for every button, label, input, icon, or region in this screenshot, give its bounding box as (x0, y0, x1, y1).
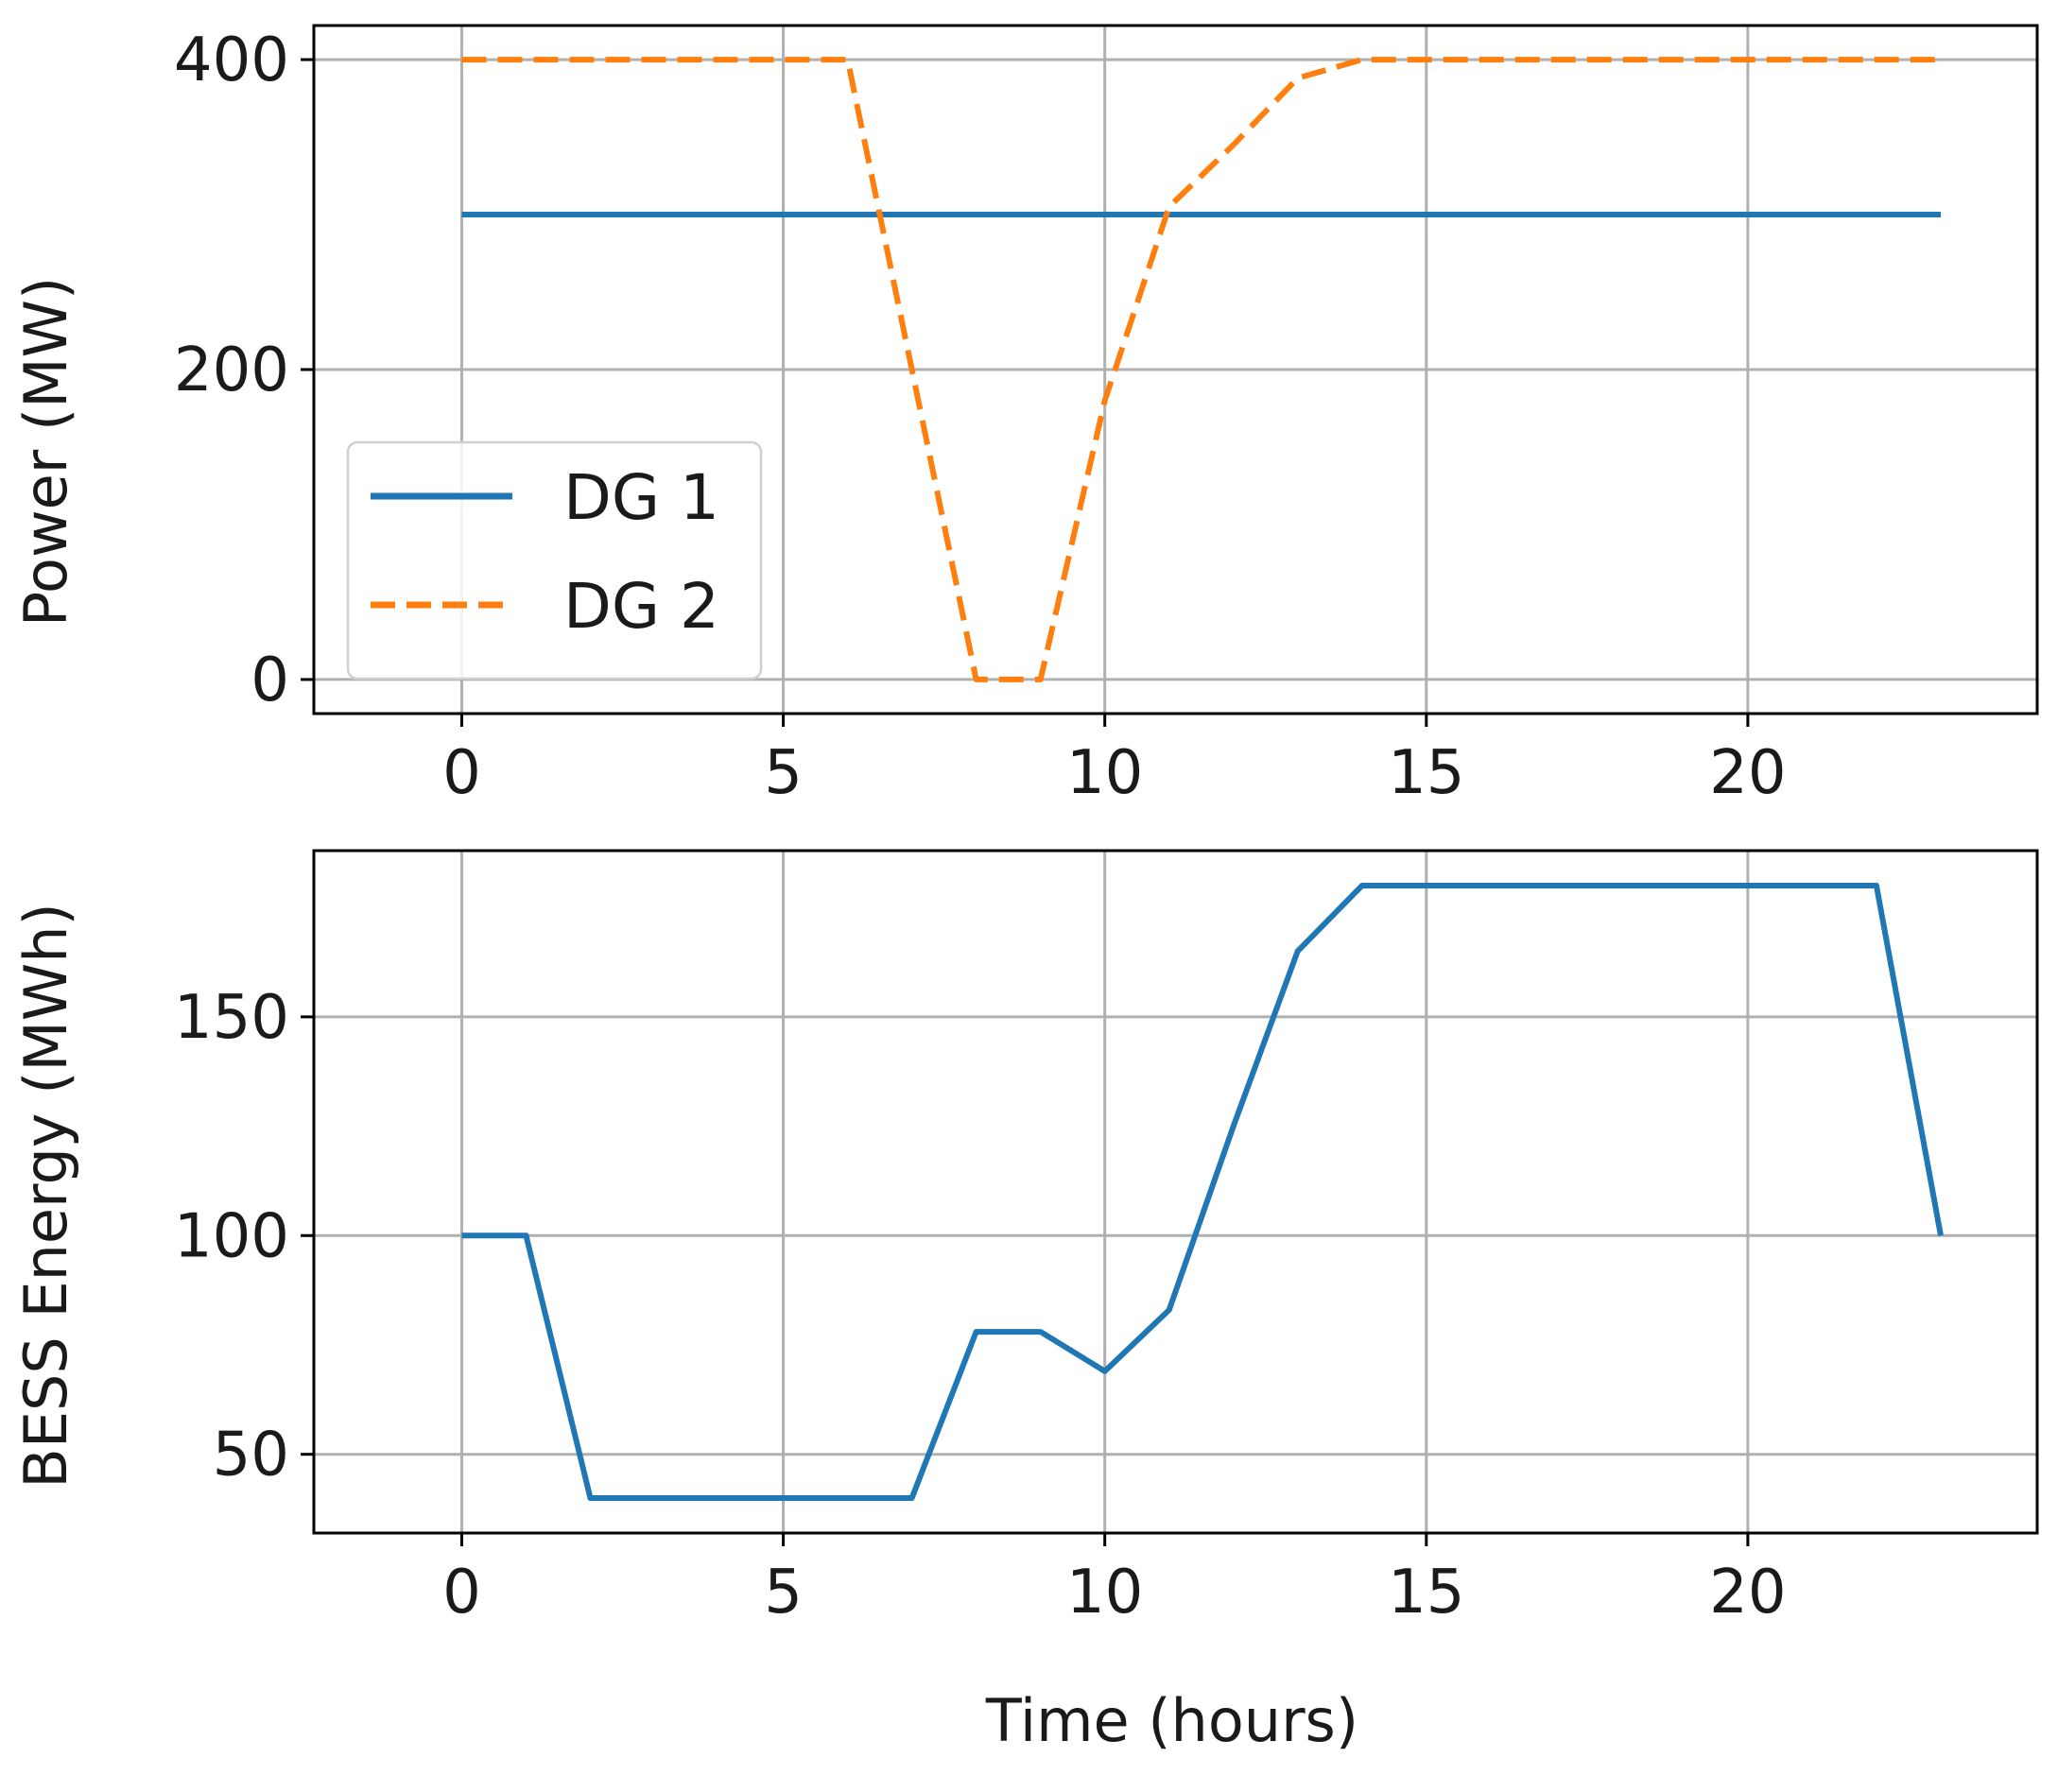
bess-y-tick-label: 150 (174, 983, 289, 1053)
bess-series (461, 883, 1944, 1501)
bess-y-tick-label: 100 (174, 1201, 289, 1271)
power-x-tick-label: 5 (764, 738, 803, 808)
power-x-tick-label: 10 (1066, 738, 1143, 808)
legend-label-dg2: DG 2 (563, 570, 719, 643)
bess-ticks: 0 5 10 15 20 50 100 150 (174, 983, 1787, 1628)
power-x-tick-label: 0 (442, 738, 481, 808)
power-legend: DG 1 DG 2 (346, 440, 763, 681)
power-y-tick-label: 400 (174, 26, 289, 95)
power-series-line-dg2 (461, 57, 1941, 682)
bess-grid (314, 851, 2037, 1533)
bess-y-axis-label: BESS Energy (MWh) (11, 903, 80, 1488)
legend-label-dg1: DG 1 (563, 461, 719, 534)
bess-x-tick-label: 0 (442, 1558, 481, 1628)
bess-series-line-1 (461, 883, 1944, 1501)
legend-box (346, 440, 763, 681)
bess-x-tick-label: 20 (1709, 1558, 1786, 1628)
bess-plot-frame (312, 849, 2039, 1535)
bess-y-tick-label: 50 (213, 1421, 289, 1490)
power-y-axis-label: Power (MW) (11, 277, 80, 627)
bess-energy-subplot: 0 5 10 15 20 50 100 150 BESS Energy (MWh) Time … (11, 849, 2039, 1755)
x-axis-label: Time (hours) (985, 1686, 1358, 1755)
bess-x-tick-label: 15 (1388, 1558, 1464, 1628)
power-y-tick-label: 0 (251, 646, 289, 715)
power-y-tick-label: 200 (174, 336, 289, 405)
power-x-tick-label: 20 (1709, 738, 1786, 808)
power-series (461, 57, 1941, 682)
bess-x-tick-label: 5 (764, 1558, 803, 1628)
power-x-tick-label: 15 (1388, 738, 1464, 808)
bess-x-tick-label: 10 (1066, 1558, 1143, 1628)
